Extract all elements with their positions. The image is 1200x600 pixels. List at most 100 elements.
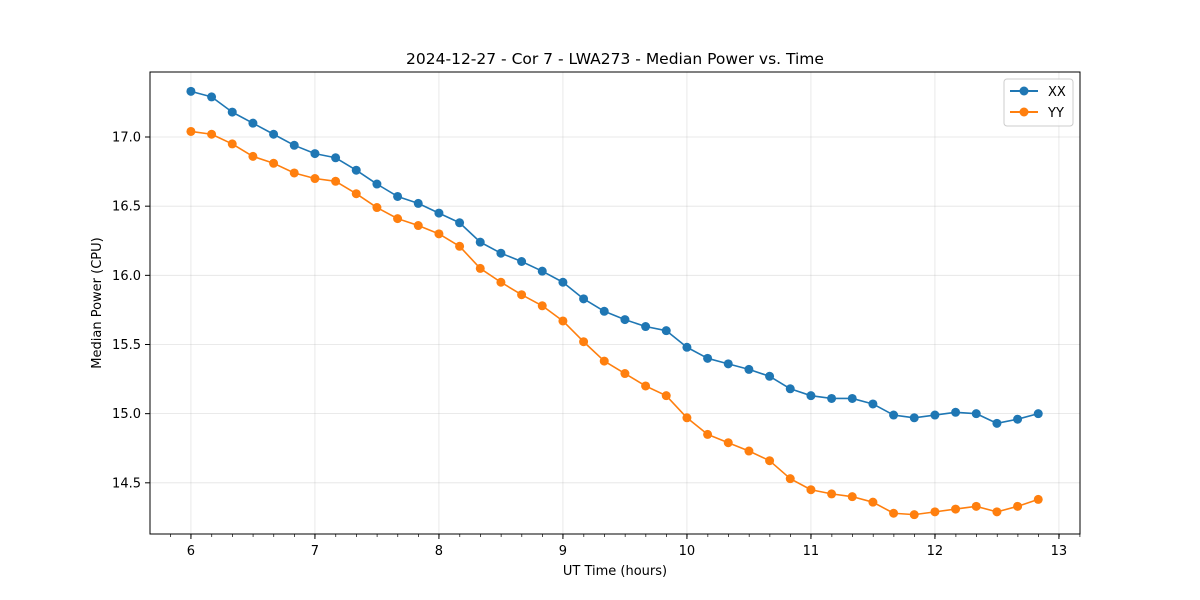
data-point-yy [682,413,692,423]
data-point-xx [930,410,940,420]
data-point-xx [703,353,713,363]
chart-title: 2024-12-27 - Cor 7 - LWA273 - Median Pow… [406,50,824,68]
data-point-yy [372,203,382,213]
data-point-xx [207,92,217,102]
data-point-yy [1033,494,1043,504]
data-point-xx [475,237,485,247]
data-point-xx [620,315,630,325]
data-point-xx [661,326,671,336]
data-point-xx [909,413,919,423]
data-point-yy [889,508,899,518]
data-point-yy [289,168,299,178]
data-point-xx [992,418,1002,428]
data-point-xx [331,153,341,163]
data-point-xx [351,165,361,175]
x-tick-label: 13 [1051,544,1068,559]
data-point-yy [434,229,444,239]
data-point-yy [413,221,423,231]
data-point-xx [971,409,981,419]
data-point-yy [537,301,547,311]
data-point-yy [723,438,733,448]
data-point-yy [186,126,196,136]
data-point-yy [703,429,713,439]
y-tick-label: 17.0 [112,131,141,146]
data-point-xx [682,342,692,352]
series-layer [186,86,1043,520]
y-tick-label: 15.0 [112,407,141,422]
data-point-yy [331,176,341,186]
x-tick-label: 7 [311,544,319,559]
data-point-yy [827,489,837,499]
grid [150,72,1080,534]
data-point-yy [868,497,878,507]
data-point-xx [310,149,320,159]
y-axis-label: Median Power (CPU) [90,237,105,368]
data-point-yy [971,501,981,511]
data-point-yy [207,129,217,139]
data-point-yy [661,391,671,401]
legend-label-yy: YY [1047,106,1064,121]
data-point-xx [765,371,775,381]
x-tick-label: 11 [803,544,820,559]
data-point-yy [579,337,589,347]
x-tick-label: 10 [679,544,696,559]
y-tick-label: 16.5 [112,200,141,215]
data-point-yy [455,241,465,251]
data-point-yy [310,174,320,184]
data-point-yy [744,446,754,456]
y-tick-label: 14.5 [112,476,141,491]
legend-marker-yy [1019,107,1029,117]
data-point-xx [537,266,547,276]
data-point-xx [434,208,444,218]
data-point-yy [1013,501,1023,511]
data-point-yy [393,214,403,224]
data-point-yy [620,369,630,379]
data-point-xx [186,86,196,96]
data-point-xx [889,410,899,420]
data-point-xx [847,393,857,403]
data-point-xx [269,129,279,139]
y-tick-label: 15.5 [112,338,141,353]
data-point-yy [847,492,857,502]
data-point-xx [744,364,754,374]
data-point-yy [641,381,651,391]
data-point-xx [806,391,816,401]
data-point-xx [413,198,423,208]
data-point-xx [248,118,258,128]
data-point-xx [641,322,651,332]
data-point-yy [475,263,485,273]
data-point-yy [351,189,361,199]
data-point-xx [868,399,878,409]
x-tick-label: 8 [435,544,443,559]
data-point-yy [227,139,237,149]
y-tick-label: 16.0 [112,269,141,284]
data-point-yy [599,356,609,366]
data-point-xx [599,306,609,316]
data-point-yy [558,316,568,326]
data-point-xx [455,218,465,228]
data-point-yy [951,504,961,514]
x-tick-label: 9 [559,544,567,559]
data-point-xx [827,393,837,403]
data-point-yy [248,151,258,161]
series-xx [186,86,1043,428]
data-point-xx [785,384,795,394]
data-point-xx [1013,414,1023,424]
data-point-yy [496,277,506,287]
x-tick-label: 6 [187,544,195,559]
x-tick-label: 12 [927,544,944,559]
plot-frame [149,71,1081,535]
data-point-xx [723,359,733,369]
x-axis-label: UT Time (hours) [563,564,667,579]
ticks: 6 7 8 9 10 11 12 13 14.5 15.0 15.5 16.0 16.5 17.0 [112,131,1081,559]
data-point-yy [806,485,816,495]
data-point-yy [992,507,1002,517]
series-yy [186,126,1043,520]
data-point-yy [909,510,919,520]
data-point-xx [579,294,589,304]
data-point-xx [558,277,568,287]
legend: XX YY [1003,78,1074,127]
legend-marker-xx [1019,86,1029,96]
